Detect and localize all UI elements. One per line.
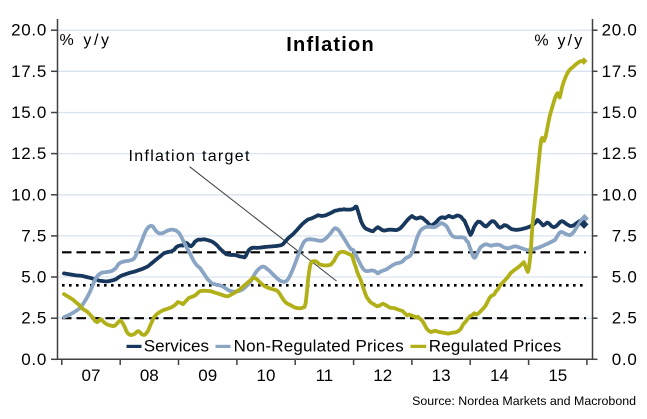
svg-text:5.0: 5.0 (612, 268, 638, 287)
svg-text:7.5: 7.5 (612, 226, 638, 245)
svg-text:2.5: 2.5 (21, 309, 47, 328)
svg-text:12.5: 12.5 (602, 144, 638, 163)
svg-text:7.5: 7.5 (21, 226, 47, 245)
svg-text:10.0: 10.0 (11, 185, 47, 204)
svg-text:13: 13 (432, 366, 451, 385)
svg-text:Source: Nordea Markets and Mac: Source: Nordea Markets and Macrobond (412, 394, 636, 408)
svg-text:0.0: 0.0 (21, 350, 47, 369)
svg-text:17.5: 17.5 (11, 62, 47, 81)
svg-text:12: 12 (373, 366, 392, 385)
svg-text:10.0: 10.0 (602, 185, 638, 204)
svg-text:% y/y: % y/y (60, 32, 112, 49)
svg-text:20.0: 20.0 (602, 21, 638, 40)
svg-text:09: 09 (198, 366, 217, 385)
svg-text:0.0: 0.0 (612, 350, 638, 369)
svg-text:10: 10 (257, 366, 276, 385)
svg-text:15.0: 15.0 (602, 103, 638, 122)
svg-text:Regulated Prices: Regulated Prices (429, 336, 562, 355)
svg-text:Inflation target: Inflation target (129, 148, 251, 165)
svg-text:Non-Regulated Prices: Non-Regulated Prices (234, 336, 404, 355)
svg-text:Inflation: Inflation (286, 34, 375, 56)
svg-text:11: 11 (316, 366, 334, 385)
svg-text:% y/y: % y/y (534, 33, 584, 50)
svg-text:14: 14 (490, 366, 509, 385)
svg-text:07: 07 (82, 366, 101, 385)
svg-text:15: 15 (548, 366, 567, 385)
svg-text:08: 08 (140, 366, 159, 385)
svg-text:12.5: 12.5 (11, 144, 47, 163)
svg-text:17.5: 17.5 (602, 62, 638, 81)
svg-text:Services: Services (144, 336, 209, 355)
svg-text:5.0: 5.0 (21, 268, 47, 287)
svg-text:20.0: 20.0 (11, 21, 47, 40)
svg-text:15.0: 15.0 (11, 103, 47, 122)
svg-text:2.5: 2.5 (612, 309, 638, 328)
